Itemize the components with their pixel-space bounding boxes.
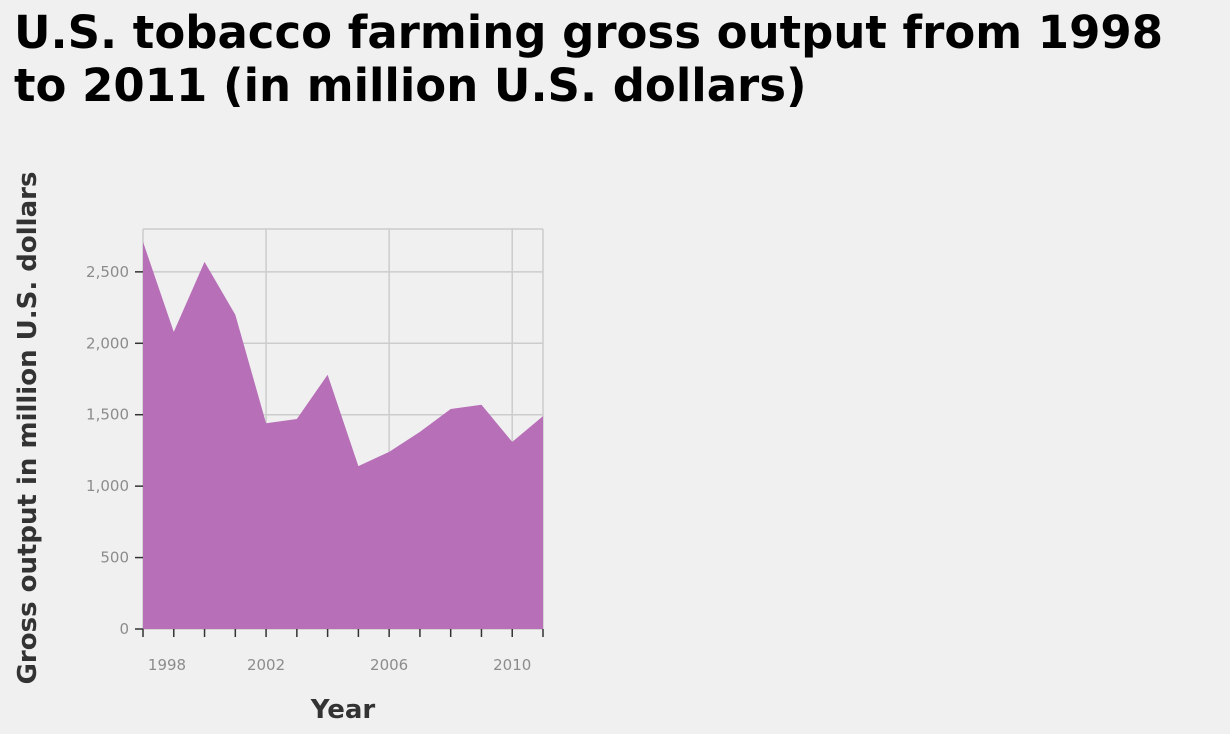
x-axis-title: Year bbox=[310, 695, 376, 725]
y-axis: 0 500 1,000 1,500 2,000 2,500 bbox=[86, 263, 143, 638]
y-axis-title: Gross output in million U.S. dollars bbox=[13, 172, 43, 685]
x-tick-label: 2010 bbox=[493, 656, 531, 674]
area-series bbox=[143, 242, 543, 629]
x-tick-label: 2002 bbox=[247, 656, 285, 674]
y-tick-label: 0 bbox=[119, 620, 129, 638]
y-tick-label: 1,000 bbox=[86, 477, 129, 495]
y-tick-label: 2,500 bbox=[86, 263, 129, 281]
x-tick-label: 2006 bbox=[370, 656, 408, 674]
y-tick-label: 2,000 bbox=[86, 334, 129, 352]
y-tick-label: 1,500 bbox=[86, 406, 129, 424]
y-tick-label: 500 bbox=[100, 549, 129, 567]
x-tick-label: 1998 bbox=[148, 656, 186, 674]
x-axis: 1998 2002 2006 2010 bbox=[143, 629, 543, 674]
